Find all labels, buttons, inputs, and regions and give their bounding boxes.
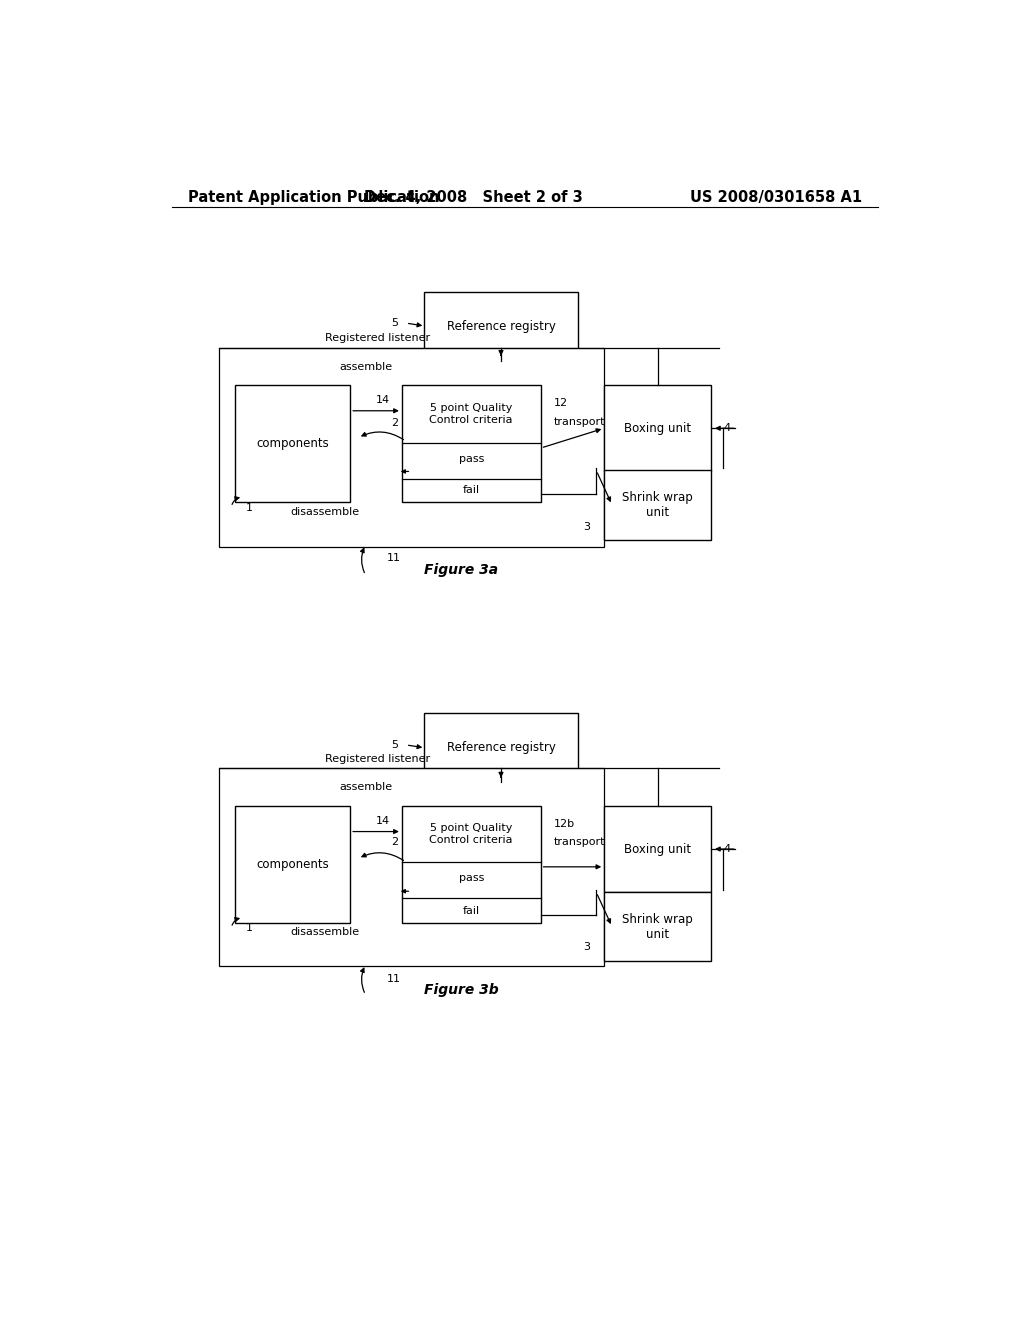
Text: Figure 3b: Figure 3b [424, 983, 499, 997]
Text: Registered listener: Registered listener [325, 754, 430, 764]
Text: 2: 2 [391, 417, 397, 428]
Bar [401, 385, 541, 502]
Text: 4: 4 [723, 843, 730, 854]
Text: Shrink wrap
unit: Shrink wrap unit [623, 491, 693, 519]
Bar [236, 805, 350, 923]
Bar [424, 713, 579, 783]
Text: pass: pass [459, 873, 484, 883]
Text: 14: 14 [376, 816, 390, 826]
Text: 3: 3 [584, 942, 591, 952]
Text: 14: 14 [376, 395, 390, 405]
Bar [604, 385, 712, 471]
Text: 5 point Quality
Control criteria: 5 point Quality Control criteria [429, 822, 513, 845]
Text: 5 point Quality
Control criteria: 5 point Quality Control criteria [429, 403, 513, 425]
Bar [236, 385, 350, 502]
Text: 5: 5 [391, 741, 397, 750]
Text: 1: 1 [246, 923, 253, 933]
Text: disassemble: disassemble [290, 927, 359, 937]
Text: Reference registry: Reference registry [446, 742, 555, 755]
Text: 2: 2 [391, 837, 397, 847]
Text: assemble: assemble [340, 781, 392, 792]
Text: 12b: 12b [554, 820, 575, 829]
Text: Registered listener: Registered listener [325, 334, 430, 343]
Text: Reference registry: Reference registry [446, 319, 555, 333]
Text: transport: transport [554, 417, 605, 426]
Bar [604, 470, 712, 540]
Text: US 2008/0301658 A1: US 2008/0301658 A1 [690, 190, 862, 205]
Text: Dec. 4, 2008   Sheet 2 of 3: Dec. 4, 2008 Sheet 2 of 3 [364, 190, 583, 205]
Text: Figure 3a: Figure 3a [424, 564, 499, 577]
Text: disassemble: disassemble [290, 507, 359, 517]
Text: 11: 11 [387, 974, 400, 983]
Text: 11: 11 [387, 553, 400, 562]
Bar [604, 805, 712, 892]
Text: pass: pass [459, 454, 484, 463]
Bar [424, 292, 579, 360]
Bar [219, 348, 604, 546]
Text: 1: 1 [246, 503, 253, 513]
Text: 5: 5 [391, 318, 397, 329]
Text: transport: transport [554, 837, 605, 847]
Text: Boxing unit: Boxing unit [625, 422, 691, 434]
Bar [401, 805, 541, 923]
Text: Patent Application Publication: Patent Application Publication [187, 190, 439, 205]
Text: components: components [256, 437, 329, 450]
Text: 3: 3 [584, 523, 591, 532]
Text: components: components [256, 858, 329, 871]
Bar [219, 768, 604, 966]
Text: Shrink wrap
unit: Shrink wrap unit [623, 913, 693, 941]
Text: 12: 12 [554, 399, 568, 408]
Text: fail: fail [463, 906, 480, 916]
Bar [604, 892, 712, 961]
Text: fail: fail [463, 486, 480, 495]
Text: Boxing unit: Boxing unit [625, 842, 691, 855]
Text: 4: 4 [723, 422, 730, 433]
Text: assemble: assemble [340, 362, 392, 372]
